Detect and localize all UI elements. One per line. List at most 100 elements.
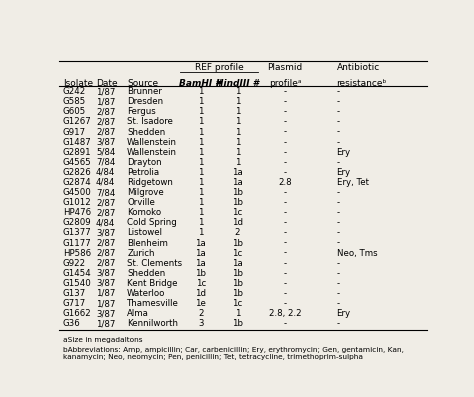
Text: 1: 1: [198, 208, 203, 217]
Text: 1/87: 1/87: [96, 319, 115, 328]
Text: -: -: [283, 239, 287, 247]
Text: Petrolia: Petrolia: [127, 168, 159, 177]
Text: -: -: [283, 208, 287, 217]
Text: HindIII #: HindIII #: [216, 79, 259, 88]
Text: 2.8: 2.8: [278, 178, 292, 187]
Text: Date: Date: [96, 79, 118, 88]
Text: BamHI #: BamHI #: [179, 79, 222, 88]
Text: 2/87: 2/87: [96, 239, 115, 247]
Text: -: -: [337, 118, 340, 127]
Text: Neo, Tms: Neo, Tms: [337, 249, 377, 258]
Text: 2/87: 2/87: [96, 259, 115, 268]
Text: 1b: 1b: [232, 319, 243, 328]
Text: 1: 1: [198, 178, 203, 187]
Text: -: -: [337, 198, 340, 207]
Text: Ery: Ery: [337, 168, 351, 177]
Text: G4565: G4565: [63, 158, 91, 167]
Text: 1b: 1b: [232, 279, 243, 288]
Text: 5/84: 5/84: [96, 148, 115, 157]
Text: 2/87: 2/87: [96, 118, 115, 127]
Text: resistanceᵇ: resistanceᵇ: [337, 79, 387, 88]
Text: profileᵃ: profileᵃ: [269, 79, 301, 88]
Text: 1: 1: [235, 309, 240, 318]
Text: 3/87: 3/87: [96, 309, 115, 318]
Text: Listowel: Listowel: [127, 228, 162, 237]
Text: -: -: [283, 158, 287, 167]
Text: 1a: 1a: [195, 259, 206, 268]
Text: 1c: 1c: [232, 299, 243, 308]
Text: 2.8, 2.2: 2.8, 2.2: [269, 309, 301, 318]
Text: Ery: Ery: [337, 148, 351, 157]
Text: -: -: [283, 228, 287, 237]
Text: 1b: 1b: [232, 198, 243, 207]
Text: 1: 1: [235, 87, 240, 96]
Text: aSize in megadaltons: aSize in megadaltons: [63, 337, 142, 343]
Text: G1487: G1487: [63, 138, 91, 146]
Text: 4/84: 4/84: [96, 178, 115, 187]
Text: 1: 1: [198, 188, 203, 197]
Text: -: -: [337, 269, 340, 278]
Text: Kent Bridge: Kent Bridge: [127, 279, 178, 288]
Text: 1a: 1a: [232, 259, 243, 268]
Text: -: -: [283, 188, 287, 197]
Text: 1a: 1a: [232, 178, 243, 187]
Text: G2826: G2826: [63, 168, 91, 177]
Text: -: -: [337, 188, 340, 197]
Text: G2809: G2809: [63, 218, 91, 227]
Text: 1: 1: [198, 97, 203, 106]
Text: Dresden: Dresden: [127, 97, 164, 106]
Text: -: -: [337, 158, 340, 167]
Text: -: -: [283, 198, 287, 207]
Text: 1: 1: [235, 127, 240, 137]
Text: 7/84: 7/84: [96, 158, 115, 167]
Text: Plasmid: Plasmid: [267, 63, 303, 72]
Text: Waterloo: Waterloo: [127, 289, 165, 298]
Text: G137: G137: [63, 289, 86, 298]
Text: 1b: 1b: [232, 269, 243, 278]
Text: Ery, Tet: Ery, Tet: [337, 178, 369, 187]
Text: 4/84: 4/84: [96, 218, 115, 227]
Text: 3/87: 3/87: [96, 269, 115, 278]
Text: 3/87: 3/87: [96, 228, 115, 237]
Text: 2/87: 2/87: [96, 249, 115, 258]
Text: 1: 1: [198, 198, 203, 207]
Text: 1: 1: [235, 138, 240, 146]
Text: 2/87: 2/87: [96, 198, 115, 207]
Text: G242: G242: [63, 87, 86, 96]
Text: -: -: [337, 127, 340, 137]
Text: Blenheim: Blenheim: [127, 239, 168, 247]
Text: Source: Source: [127, 79, 158, 88]
Text: 1a: 1a: [195, 239, 206, 247]
Text: -: -: [337, 87, 340, 96]
Text: G1662: G1662: [63, 309, 91, 318]
Text: G4500: G4500: [63, 188, 91, 197]
Text: 1: 1: [235, 97, 240, 106]
Text: G2891: G2891: [63, 148, 91, 157]
Text: Ery: Ery: [337, 309, 351, 318]
Text: Fergus: Fergus: [127, 107, 156, 116]
Text: Antibiotic: Antibiotic: [337, 63, 380, 72]
Text: Zurich: Zurich: [127, 249, 155, 258]
Text: 1c: 1c: [232, 249, 243, 258]
Text: 1: 1: [198, 148, 203, 157]
Text: Brunner: Brunner: [127, 87, 162, 96]
Text: -: -: [337, 299, 340, 308]
Text: 1/87: 1/87: [96, 299, 115, 308]
Text: -: -: [337, 279, 340, 288]
Text: G2874: G2874: [63, 178, 91, 187]
Text: 1: 1: [198, 228, 203, 237]
Text: 3/87: 3/87: [96, 279, 115, 288]
Text: G717: G717: [63, 299, 86, 308]
Text: -: -: [337, 208, 340, 217]
Text: G917: G917: [63, 127, 86, 137]
Text: 1d: 1d: [195, 289, 206, 298]
Text: 1: 1: [198, 127, 203, 137]
Text: -: -: [283, 259, 287, 268]
Text: G605: G605: [63, 107, 86, 116]
Text: -: -: [283, 279, 287, 288]
Text: 1: 1: [198, 138, 203, 146]
Text: 2: 2: [198, 309, 203, 318]
Text: G1377: G1377: [63, 228, 91, 237]
Text: Komoko: Komoko: [127, 208, 161, 217]
Text: Isolate: Isolate: [63, 79, 93, 88]
